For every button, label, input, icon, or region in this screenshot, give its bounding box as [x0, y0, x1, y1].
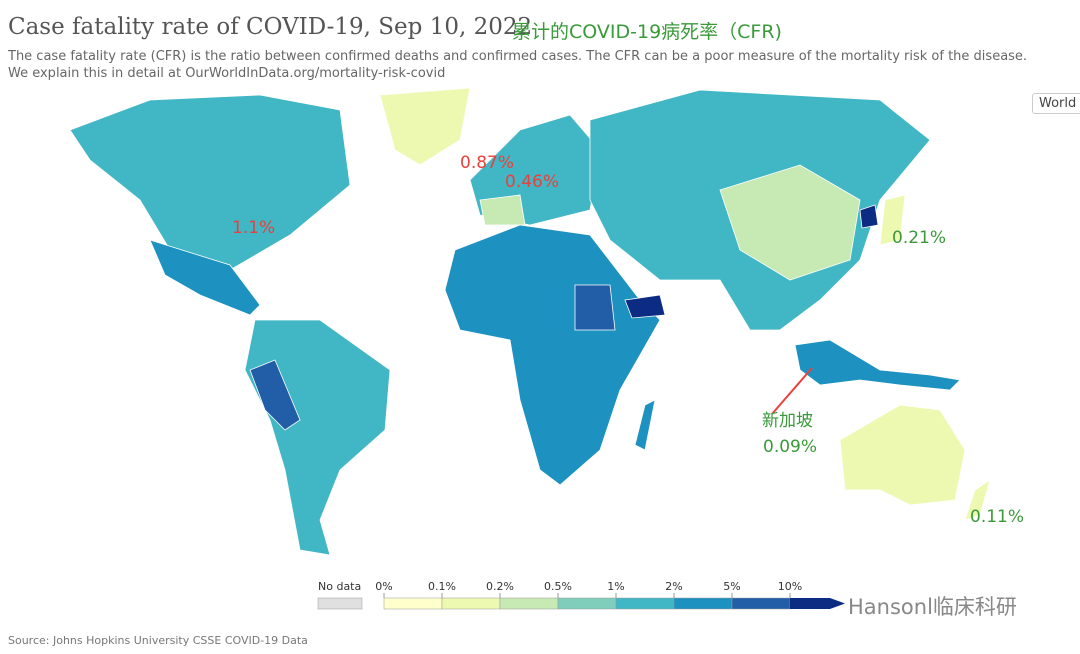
land — [69, 87, 991, 556]
legend-label: 1% — [607, 580, 624, 593]
legend-label: 10% — [778, 580, 802, 593]
annotation: 1.1% — [232, 218, 275, 238]
annotation: 0.21% — [892, 228, 946, 248]
legend-label: 0.2% — [486, 580, 514, 593]
legend-label: 0.5% — [544, 580, 572, 593]
no-data-swatch — [317, 597, 363, 610]
title: Case fatality rate of COVID-19, Sep 10, … — [8, 14, 533, 40]
watermark: Hansonl临床科研 — [848, 595, 1017, 619]
legend-swatch — [441, 597, 501, 610]
legend-swatch — [731, 597, 791, 610]
legend-swatch — [557, 597, 617, 610]
annotation: 新加坡 — [762, 411, 813, 431]
note: 累计的COVID-19病死率（CFR) — [512, 21, 782, 43]
annotation: 0.87% — [460, 153, 514, 173]
subtitle: The case fatality rate (CFR) is the rati… — [8, 49, 1028, 81]
legend-label: No data — [318, 580, 361, 593]
legend-label: 0% — [375, 580, 392, 593]
legend-label: 0.1% — [428, 580, 456, 593]
legend-swatch — [615, 597, 675, 610]
legend-swatch — [673, 597, 733, 610]
legend-label: 5% — [723, 580, 740, 593]
source: Source: Johns Hopkins University CSSE CO… — [8, 634, 308, 647]
annotation: 0.09% — [763, 437, 817, 457]
legend-swatch — [383, 597, 443, 610]
legend-swatch — [790, 598, 845, 609]
legend-swatch — [499, 597, 559, 610]
world-button[interactable]: World — [1032, 93, 1080, 114]
arrow — [771, 367, 813, 415]
annotation: 0.11% — [970, 507, 1024, 527]
legend-label: 2% — [665, 580, 682, 593]
legend: No data 0% 0.1% 0.2% 0.5% 1% 2% 5% 10% — [317, 580, 845, 610]
annotation: 0.46% — [505, 172, 559, 192]
